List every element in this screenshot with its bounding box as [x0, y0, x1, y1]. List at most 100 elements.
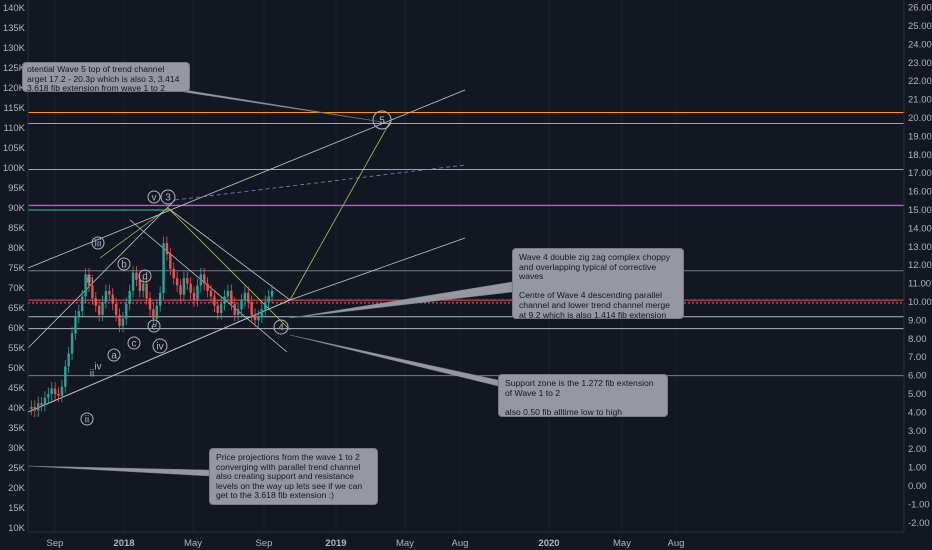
right-tick-label: 11.00 [908, 279, 931, 290]
trend-line [27, 89, 466, 269]
candle-body [155, 305, 158, 319]
wave-circle [160, 189, 176, 205]
left-tick-label: 100K [3, 163, 26, 174]
left-tick-label: 125K [3, 63, 26, 74]
wave-circle [80, 412, 94, 426]
candle-body [162, 243, 165, 293]
left-tick-label: 45K [8, 383, 26, 394]
right-tick-label: 12.00 [908, 260, 932, 271]
candle-body [172, 268, 175, 279]
candle-body [260, 309, 264, 317]
candle-body [60, 386, 64, 396]
x-tick-label: Sep [256, 538, 273, 549]
candle-body [192, 292, 196, 301]
note-pointers [27, 85, 513, 477]
candle-body [47, 394, 50, 398]
candle-body [114, 303, 118, 315]
trend-line [167, 207, 291, 301]
candle-body [94, 298, 97, 306]
candle-body [53, 388, 57, 394]
left-tick-label: 95K [8, 183, 26, 194]
candle-body [216, 305, 219, 314]
left-tick-label: 105K [3, 143, 26, 154]
left-tick-label: 85K [8, 223, 26, 234]
candle-body [74, 316, 77, 334]
x-tick-label: 2018 [113, 538, 134, 549]
candle-body [33, 406, 36, 411]
right-tick-label: 15.00 [908, 205, 932, 216]
trend-channel-lines [27, 89, 466, 413]
candle-body [30, 406, 33, 409]
candle-body [230, 290, 233, 304]
left-tick-label: 110K [4, 123, 26, 134]
wave-circle [273, 319, 289, 335]
wave-label: iv [156, 342, 163, 353]
trend-line [99, 207, 169, 259]
candle-body [97, 305, 101, 315]
candle-body [203, 274, 206, 284]
left-price-axis[interactable]: 140K 135K 130K 125K 120K 115K 110K 105K 100K 95K 9… [3, 3, 26, 534]
right-tick-label: 13.00 [908, 242, 932, 253]
right-tick-label: 23.00 [908, 58, 932, 69]
right-price-axis[interactable]: 26.00 25.00 24.00 23.00 22.00 21.00 20.00 19.00… [908, 3, 932, 529]
candle-body [209, 290, 213, 297]
x-tick-label: May [184, 538, 202, 549]
candle-body [118, 314, 121, 326]
candle-body [223, 296, 226, 304]
right-tick-label: 4.00 [908, 407, 927, 418]
candle-body [91, 285, 94, 299]
right-tick-label: 10.00 [908, 297, 932, 308]
trend-line [27, 299, 291, 413]
wave-label: 4 [278, 323, 284, 334]
left-tick-label: 60K [8, 323, 26, 334]
wave-label: e [151, 322, 157, 333]
candle-body [81, 296, 84, 312]
wave-label: iii [87, 275, 94, 286]
candle-body [213, 296, 216, 306]
candle-body [233, 303, 236, 315]
support-zone-note[interactable]: Support zone is the 1.272 fib extension … [498, 374, 668, 417]
candle-body [264, 302, 267, 310]
right-tick-label: 3.00 [908, 426, 927, 437]
left-tick-label: 120K [3, 83, 26, 94]
left-tick-label: 115K [4, 103, 26, 114]
candle-body [70, 333, 74, 354]
candle-body [236, 309, 240, 315]
candle-body [169, 254, 172, 269]
right-tick-label: 16.00 [908, 187, 932, 198]
left-tick-label: 65K [8, 303, 26, 314]
left-tick-label: 80K [8, 243, 26, 254]
left-tick-label: 25K [8, 463, 26, 474]
candle-body [247, 292, 250, 302]
left-tick-label: 135K [3, 23, 26, 34]
x-tick-label: May [396, 538, 414, 549]
candle-body [57, 394, 60, 396]
right-tick-label: 8.00 [908, 334, 927, 345]
time-axis[interactable]: Sep 2018 May Sep 2019 May Aug 2020 May Aug [47, 538, 685, 549]
candle-body [196, 285, 199, 301]
wave4-note[interactable]: Wave 4 double zig zag complex choppy and… [512, 248, 684, 329]
candle-body [131, 272, 135, 291]
x-tick-label: May [613, 538, 631, 549]
right-tick-label: -2.00 [908, 518, 930, 529]
right-tick-label: 19.00 [908, 131, 932, 142]
left-tick-label: 20K [8, 483, 26, 494]
candle-body [67, 353, 70, 367]
candle-body [125, 303, 128, 319]
candle-body [142, 283, 145, 291]
left-tick-label: 30K [8, 443, 26, 454]
left-tick-label: 50K [8, 363, 26, 374]
wave5-note[interactable]: otential Wave 5 top of trend channel arg… [22, 62, 190, 93]
candle-body [182, 278, 186, 295]
left-tick-label: 40K [8, 403, 26, 414]
candle-body [50, 388, 53, 394]
right-tick-label: 5.00 [908, 389, 927, 400]
candle-body [175, 278, 179, 286]
right-tick-label: -1.00 [908, 499, 930, 510]
candle-body [145, 283, 148, 299]
wave-label: ii [90, 369, 94, 380]
projection-note[interactable]: Price projections from the wave 1 to 2 c… [209, 448, 378, 505]
right-tick-label: 26.00 [908, 3, 932, 14]
right-tick-label: 7.00 [908, 352, 927, 363]
